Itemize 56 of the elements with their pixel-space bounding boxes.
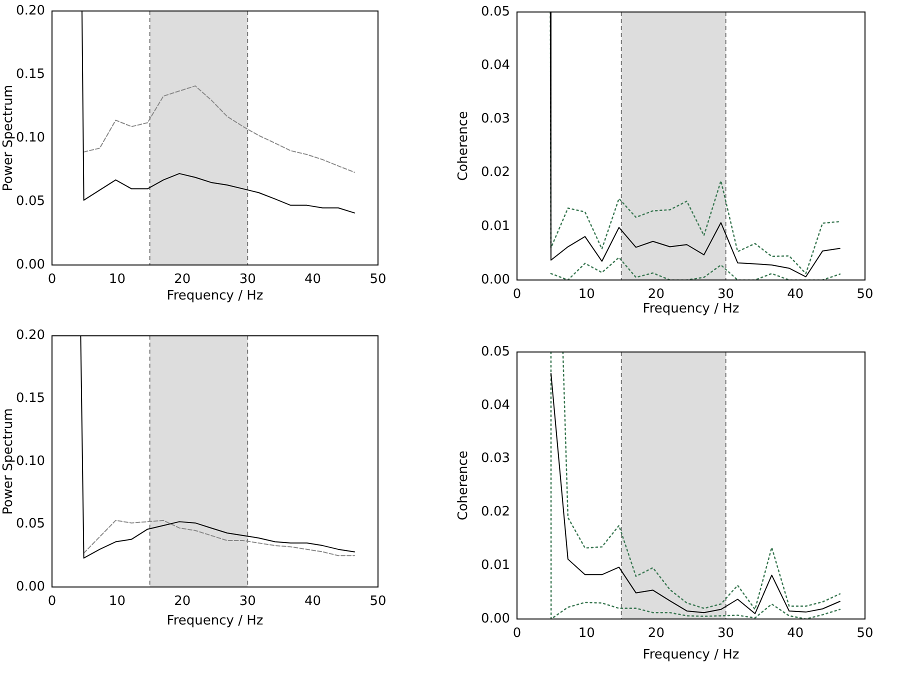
x-tick-label: 30 [239, 272, 256, 288]
y-tick-label: 0.02 [481, 165, 510, 180]
y-tick-label: 0.10 [16, 130, 45, 146]
y-axis-title: Coherence [456, 111, 472, 181]
y-tick-label: 0.03 [481, 112, 510, 127]
y-tick-label: 0.05 [481, 4, 510, 20]
y-axis-title: Power Spectrum [1, 408, 16, 515]
y-axis-title: Power Spectrum [1, 84, 16, 192]
x-tick-label: 50 [370, 594, 386, 610]
x-tick-label: 50 [370, 272, 386, 288]
line-series [83, 85, 356, 173]
y-tick-label: 0.05 [481, 344, 510, 360]
x-tick-label: 20 [174, 594, 191, 610]
x-tick-label: 10 [578, 287, 595, 302]
y-tick-label: 0.04 [481, 398, 510, 413]
x-tick-label: 0 [48, 594, 56, 610]
y-tick-label: 0.00 [16, 257, 45, 272]
y-tick-label: 0.03 [481, 451, 510, 466]
y-tick-label: 0.15 [16, 66, 45, 82]
x-tick-label: 0 [48, 272, 56, 288]
y-tick-label: 0.00 [16, 579, 45, 594]
x-tick-label: 40 [787, 287, 804, 302]
y-tick-label: 0.10 [16, 454, 45, 469]
x-tick-label: 10 [108, 272, 126, 288]
x-tick-label: 30 [239, 594, 256, 610]
y-tick-label: 0.01 [481, 218, 510, 234]
x-tick-label: 40 [304, 594, 322, 610]
y-tick-label: 0.02 [481, 504, 510, 520]
x-axis-title: Frequency / Hz [166, 288, 264, 304]
x-tick-label: 50 [856, 287, 874, 302]
x-tick-label: 30 [718, 287, 734, 302]
line-series [83, 520, 356, 556]
y-tick-label: 0.20 [16, 328, 45, 344]
y-tick-label: 0.20 [16, 3, 45, 18]
x-tick-label: 20 [648, 626, 664, 642]
y-tick-label: 0.00 [481, 272, 510, 288]
x-tick-label: 10 [108, 594, 126, 610]
x-axis-title: Frequency / Hz [642, 302, 740, 317]
x-tick-label: 50 [856, 626, 874, 642]
x-tick-label: 0 [512, 626, 522, 642]
y-tick-label: 0.00 [481, 611, 510, 626]
y-tick-label: 0.05 [16, 194, 45, 209]
x-tick-label: 0 [512, 287, 522, 302]
x-tick-label: 40 [304, 272, 322, 288]
x-axis-title: Frequency / Hz [642, 648, 740, 663]
x-tick-label: 40 [787, 626, 804, 642]
y-tick-label: 0.15 [16, 390, 45, 406]
y-tick-label: 0.01 [481, 558, 510, 573]
x-tick-label: 30 [718, 626, 734, 642]
x-tick-label: 20 [648, 287, 664, 302]
x-tick-label: 10 [578, 626, 595, 642]
y-tick-label: 0.04 [481, 58, 510, 73]
y-axis-title: Coherence [456, 450, 472, 520]
x-axis-title: Frequency / Hz [166, 614, 264, 629]
y-tick-label: 0.05 [16, 516, 45, 532]
x-tick-label: 20 [174, 272, 191, 288]
